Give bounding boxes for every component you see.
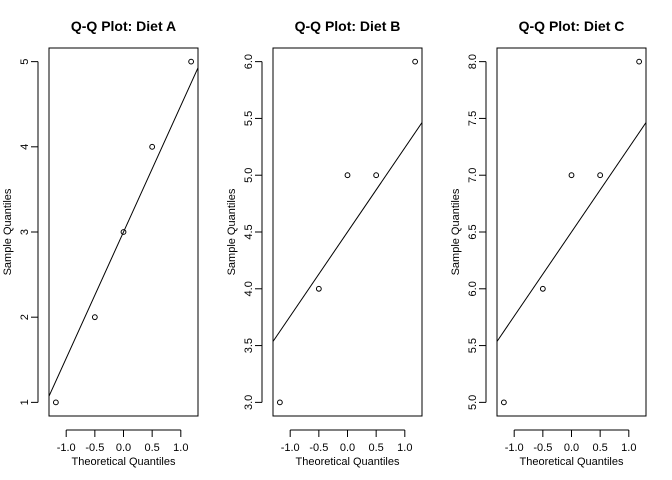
y-tick-label: 6.0	[243, 54, 255, 69]
data-point	[276, 399, 283, 406]
data-point	[188, 58, 195, 65]
reference-line	[273, 122, 422, 342]
x-axis-label: Theoretical Quantiles	[72, 456, 176, 468]
data-point	[597, 172, 604, 179]
y-axis-label: Sample Quantiles	[2, 188, 14, 275]
y-tick-label: 3.5	[243, 338, 255, 353]
y-tick-label: 5.0	[467, 395, 479, 410]
x-tick-label: 0.5	[369, 442, 384, 454]
data-point	[52, 399, 59, 406]
y-tick-label: 1	[19, 399, 31, 405]
reference-line	[49, 67, 198, 397]
y-tick-label: 6.0	[467, 281, 479, 296]
x-axis: -1.0 -0.5 0.0 0.5 1.0	[505, 429, 636, 454]
x-tick-label: -0.5	[309, 442, 328, 454]
x-tick-label: 0.5	[593, 442, 608, 454]
x-tick-label: 0.5	[145, 442, 160, 454]
data-point	[373, 172, 380, 179]
y-tick-label: 4.0	[243, 281, 255, 296]
y-tick-label: 3.0	[243, 395, 255, 410]
y-tick-label: 4	[19, 144, 31, 150]
data-point	[315, 285, 322, 292]
y-tick-label: 8.0	[467, 54, 479, 69]
x-tick-label: -1.0	[57, 442, 76, 454]
y-tick-label: 7.5	[467, 111, 479, 126]
x-tick-label: -1.0	[505, 442, 524, 454]
x-tick-label: 1.0	[397, 442, 412, 454]
x-tick-label: 0.0	[340, 442, 355, 454]
x-axis: -1.0 -0.5 0.0 0.5 1.0	[57, 429, 188, 454]
x-tick-label: 1.0	[621, 442, 636, 454]
chart-title: Q-Q Plot: Diet B	[295, 18, 401, 34]
x-tick-label: -0.5	[85, 442, 104, 454]
y-tick-label: 5.5	[243, 111, 255, 126]
data-point	[636, 58, 643, 65]
data-points	[52, 58, 195, 406]
data-points	[500, 58, 643, 406]
data-point	[539, 285, 546, 292]
x-tick-label: 1.0	[173, 442, 188, 454]
panel-diet-c: Q-Q Plot: Diet C -1.0 -0.5 0.0 0.5 1.0 5.0 5.5 6…	[450, 18, 647, 468]
y-tick-label: 5.0	[243, 168, 255, 183]
y-tick-label: 5.5	[467, 338, 479, 353]
data-point	[568, 172, 575, 179]
chart-title: Q-Q Plot: Diet C	[519, 18, 625, 34]
y-axis-label: Sample Quantiles	[450, 188, 462, 275]
reference-line	[497, 122, 646, 342]
y-tick-label: 3	[19, 229, 31, 235]
x-tick-label: 0.0	[564, 442, 579, 454]
y-tick-label: 7.0	[467, 168, 479, 183]
plot-frame	[272, 47, 423, 417]
y-axis: 1 2 3 4 5	[19, 59, 39, 405]
data-points	[276, 58, 419, 406]
panel-diet-a: Q-Q Plot: Diet A -1.0 -0.5 0.0 0.5 1.0 1 2 3 4 5 Th…	[2, 18, 199, 468]
y-axis: 3.0 3.5 4.0 4.5 5.0 5.5 6.0	[243, 54, 263, 410]
y-axis-label: Sample Quantiles	[226, 188, 238, 275]
data-point	[500, 399, 507, 406]
y-tick-label: 5	[19, 59, 31, 65]
y-tick-label: 2	[19, 314, 31, 320]
x-axis: -1.0 -0.5 0.0 0.5 1.0	[281, 429, 412, 454]
data-point	[149, 143, 156, 150]
x-tick-label: -0.5	[533, 442, 552, 454]
data-point	[91, 314, 98, 321]
chart-title: Q-Q Plot: Diet A	[71, 18, 176, 34]
y-tick-label: 4.5	[243, 224, 255, 239]
x-axis-label: Theoretical Quantiles	[296, 456, 400, 468]
x-tick-label: 0.0	[116, 442, 131, 454]
panel-diet-b: Q-Q Plot: Diet B -1.0 -0.5 0.0 0.5 1.0 3.0 3.5 4…	[226, 18, 423, 468]
data-point	[412, 58, 419, 65]
data-point	[344, 172, 351, 179]
x-axis-label: Theoretical Quantiles	[520, 456, 624, 468]
plot-frame	[48, 47, 199, 417]
y-tick-label: 6.5	[467, 224, 479, 239]
plot-frame	[496, 47, 647, 417]
x-tick-label: -1.0	[281, 442, 300, 454]
data-point	[120, 229, 127, 235]
y-axis: 5.0 5.5 6.0 6.5 7.0 7.5 8.0	[467, 54, 487, 410]
